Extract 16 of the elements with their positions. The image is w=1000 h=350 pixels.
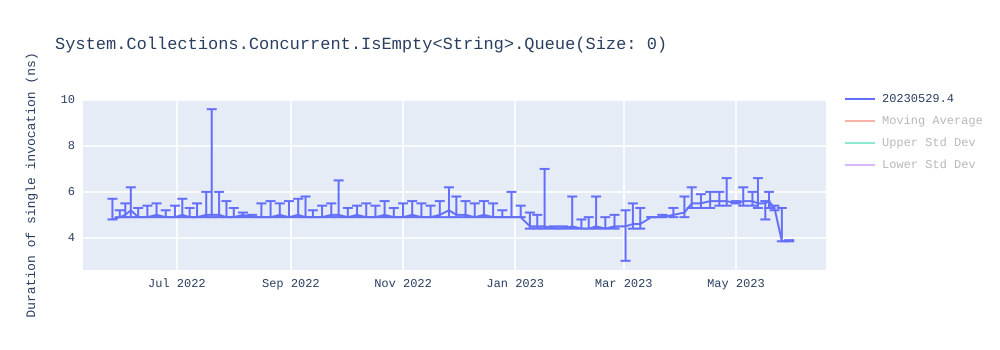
- legend-label: Upper Std Dev: [882, 136, 976, 150]
- y-tick-label: 10: [60, 93, 75, 107]
- y-tick-label: 8: [68, 138, 75, 153]
- x-tick-label: Jan 2023: [486, 277, 544, 291]
- x-tick-label: May 2023: [707, 277, 765, 291]
- legend-label: 20230529.4: [882, 92, 954, 106]
- x-tick-label: Mar 2023: [594, 277, 653, 291]
- legend-label: Moving Average: [882, 114, 983, 128]
- chart-title: System.Collections.Concurrent.IsEmpty<String>.Queue(Size: 0): [55, 36, 668, 55]
- y-axis-title: Duration of single invocation (ns): [24, 52, 39, 318]
- x-tick-label: Nov 2022: [374, 277, 432, 291]
- y-tick-label: 6: [68, 184, 75, 199]
- legend-label: Lower Std Dev: [882, 158, 976, 172]
- x-tick-label: Jul 2022: [148, 277, 206, 291]
- y-tick-label: 4: [68, 230, 75, 245]
- x-tick-label: Sep 2022: [262, 277, 320, 291]
